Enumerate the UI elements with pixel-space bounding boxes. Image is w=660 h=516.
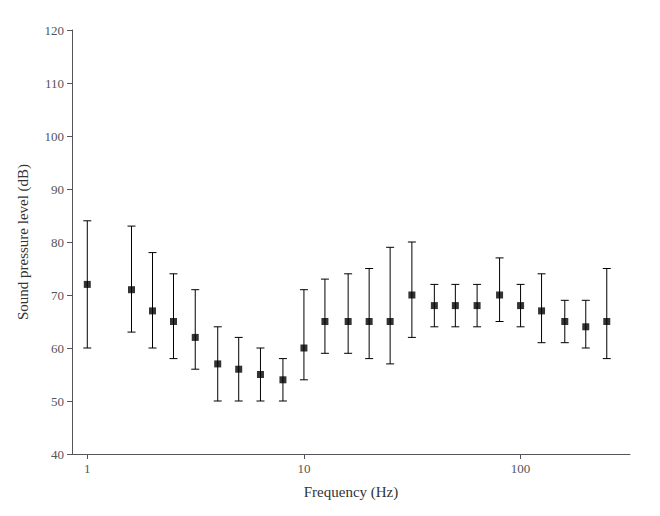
svg-text:40: 40 <box>51 447 64 462</box>
svg-text:60: 60 <box>51 341 64 356</box>
svg-text:120: 120 <box>45 23 65 38</box>
svg-text:Frequency (Hz): Frequency (Hz) <box>304 484 399 501</box>
svg-text:1: 1 <box>84 461 91 476</box>
svg-text:110: 110 <box>45 76 64 91</box>
svg-text:10: 10 <box>297 461 310 476</box>
svg-text:90: 90 <box>51 182 64 197</box>
svg-text:100: 100 <box>511 461 531 476</box>
svg-text:Sound pressure level (dB): Sound pressure level (dB) <box>15 164 32 320</box>
svg-text:70: 70 <box>51 288 64 303</box>
svg-text:50: 50 <box>51 394 64 409</box>
svg-text:100: 100 <box>45 129 65 144</box>
svg-text:80: 80 <box>51 235 64 250</box>
